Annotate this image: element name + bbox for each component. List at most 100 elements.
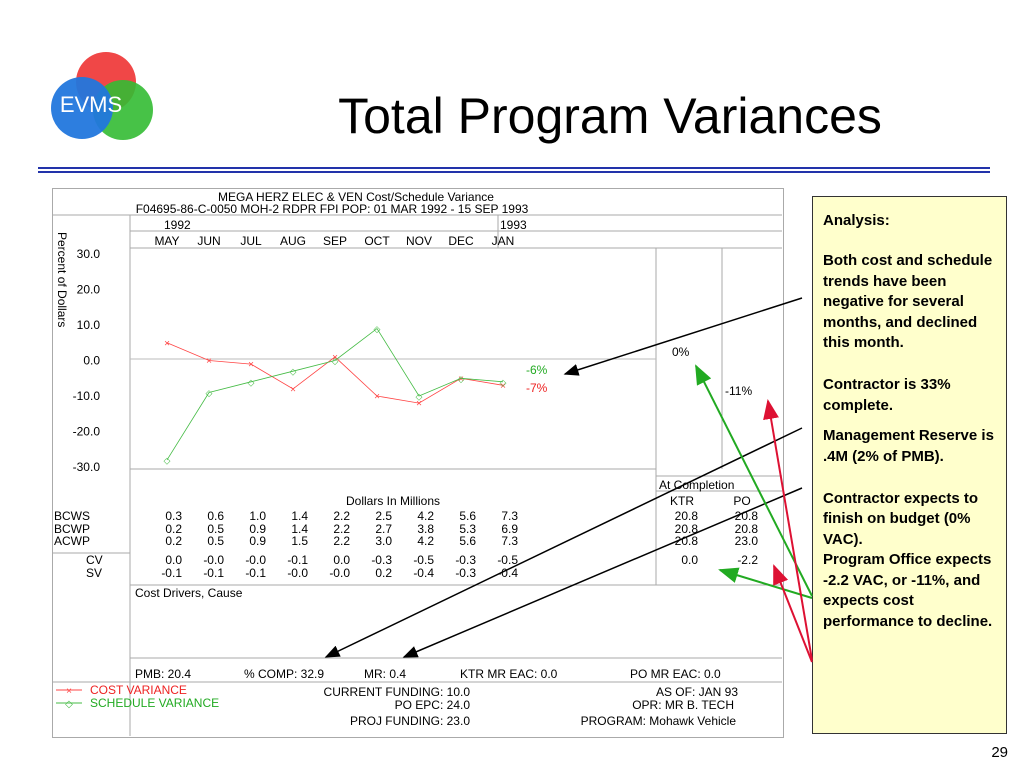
series-point: ◇ [248,377,255,387]
y-tick-label: -30.0 [73,460,101,474]
logo-text: EVMS [60,92,122,117]
row-label: SV [86,566,102,580]
current-funding: CURRENT FUNDING: 10.0 [324,685,471,699]
row-value: 1.5 [291,534,308,548]
row-value: -0.3 [455,566,476,580]
series-line [166,328,504,461]
month-label: DEC [448,234,474,248]
report-header-line2: F04695-86-C-0050 MOH-2 RDPR FPI POP: 01 … [136,202,529,216]
row-ktr-value: 20.8 [675,534,699,548]
month-label: JUN [197,234,220,248]
series-point: × [206,356,212,367]
row-value: 1.4 [291,509,308,523]
series-point: × [248,360,254,371]
analysis-po-eac: Program Office expects -2.2 VAC, or -11%… [823,551,993,630]
row-value: -0.3 [455,553,476,567]
row-value: 7.3 [501,534,518,548]
row-value: 0.9 [249,522,266,536]
dollars-table: BCWS 0.3 0.6 1.0 1.4 2.2 2.5 4.2 5.6 7.3 20.8 20.8 B… [54,509,758,580]
row-value: 0.9 [249,534,266,548]
sv-end-label: -6% [526,363,548,377]
row-value: 1.0 [249,509,266,523]
legend-sv-label: SCHEDULE VARIANCE [90,696,219,710]
as-of: AS OF: JAN 93 [656,685,738,699]
slide-title: Total Program Variances [338,88,882,144]
row-value: -0.1 [287,553,308,567]
series-point: ◇ [206,388,213,398]
row-value: 3.0 [375,534,392,548]
series-point: × [500,381,506,392]
legend-cv-marker: × [66,686,72,697]
series-point: × [416,399,422,410]
row-value: -0.0 [287,566,308,580]
series-point: × [458,374,464,385]
row-value: 2.5 [375,509,392,523]
year-1993: 1993 [500,218,527,232]
row-value: 0.0 [333,553,350,567]
ktr-column-label: KTR [670,494,694,508]
po-epc: PO EPC: 24.0 [395,698,471,712]
row-value: 0.2 [165,534,182,548]
row-value: 5.6 [459,509,476,523]
series-point: ◇ [458,374,465,384]
row-ktr-value: 20.8 [675,509,699,523]
title-rule [38,167,990,169]
row-value: 0.2 [375,566,392,580]
month-label: NOV [406,234,432,248]
row-value: -0.1 [161,566,182,580]
report-header-line1: MEGA HERZ ELEC & VEN Cost/Schedule Varia… [218,190,494,204]
row-value: -0.5 [413,553,434,567]
series-point: × [332,352,338,363]
cv-end-label: -7% [526,381,548,395]
row-value: 0.6 [207,509,224,523]
series-point: ◇ [164,455,171,465]
y-axis-label: Percent of Dollars [55,232,69,327]
po-column-label: PO [733,494,750,508]
po-mr-eac-value: PO MR EAC: 0.0 [630,667,721,681]
legend: × COST VARIANCE ◇ SCHEDULE VARIANCE [56,683,219,710]
mr-value: MR: 0.4 [364,667,406,681]
analysis-box: Analysis: Both cost and schedule trends … [812,196,1007,734]
row-value: 0.5 [207,534,224,548]
ktr-end-label: 0% [672,345,690,359]
row-value: 2.2 [333,509,350,523]
analysis-contractor-eac: Contractor expects to finish on budget (… [823,490,979,548]
row-value: 0.5 [207,522,224,536]
analysis-complete: Contractor is 33% complete. [823,376,951,414]
series-point: × [374,392,380,403]
y-tick-label: -10.0 [73,389,101,403]
evms-logo: EVMS [51,52,153,140]
legend-sv-marker: ◇ [65,699,73,710]
y-tick-label: -20.0 [73,425,101,439]
row-value: -0.0 [245,553,266,567]
row-value: -0.0 [203,553,224,567]
series-line [166,342,504,404]
row-label: ACWP [54,534,90,548]
variance-report: MEGA HERZ ELEC & VEN Cost/Schedule Varia… [52,190,782,736]
month-label: SEP [323,234,347,248]
series-point: × [290,384,296,395]
row-value: -0.1 [203,566,224,580]
row-value: 1.4 [291,522,308,536]
row-value: 4.2 [417,509,434,523]
month-label: JAN [492,234,515,248]
program-name: PROGRAM: Mohawk Vehicle [581,714,737,728]
y-tick-label: 10.0 [77,318,101,332]
proj-funding: PROJ FUNDING: 23.0 [350,714,470,728]
row-value: 7.3 [501,509,518,523]
page-number: 29 [991,744,1008,761]
month-label: JUL [240,234,262,248]
series-point: ◇ [332,356,339,366]
legend-cv-label: COST VARIANCE [90,683,187,697]
y-tick-label: 20.0 [77,283,101,297]
row-value: -0.1 [245,566,266,580]
series-point: ◇ [416,392,423,402]
series-point: ◇ [500,377,507,387]
month-label: MAY [154,234,179,248]
row-label: BCWS [54,509,90,523]
pmb-value: PMB: 20.4 [135,667,191,681]
row-value: 5.6 [459,534,476,548]
row-value: 0.0 [165,553,182,567]
row-value: -0.0 [329,566,350,580]
series-point: × [164,338,170,349]
